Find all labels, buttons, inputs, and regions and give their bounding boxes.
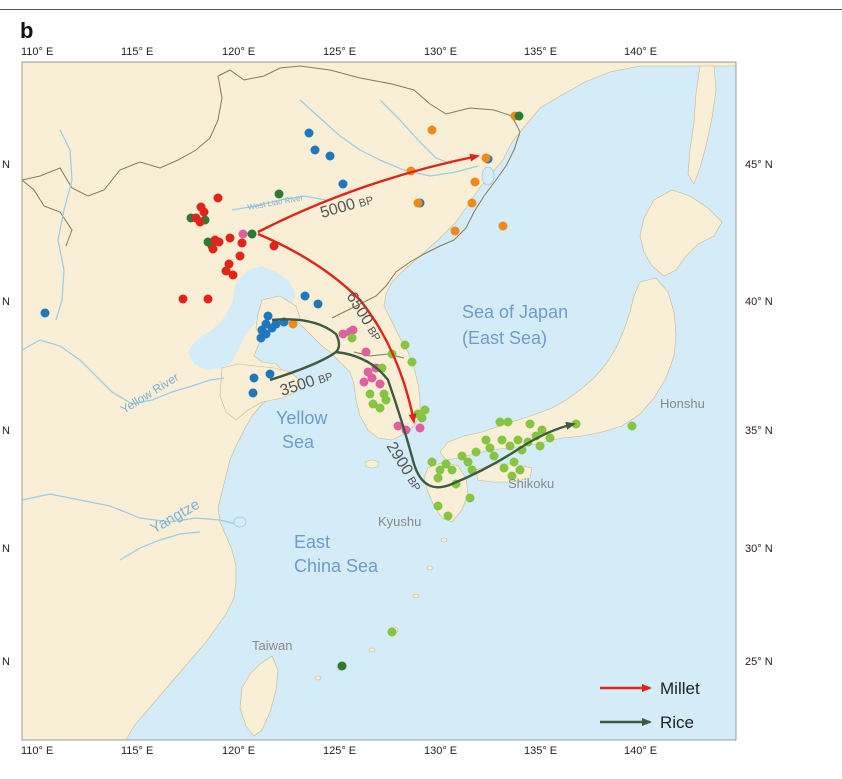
taiwan-island [239,655,279,737]
lat-tick-right-40: 40° N [745,296,773,308]
lon-tick-top-135: 135° E [524,46,558,58]
millet-route-south [257,232,417,424]
lon-tick-top-140: 140° E [624,46,658,58]
lon-tick-bottom-115: 115° E [121,745,154,757]
lon-tick-bottom-120: 120° E [222,745,256,757]
label-shikoku: Shikoku [508,476,554,491]
border-russia-china [299,65,521,241]
sakhalin [687,65,717,185]
shandong-peninsula [219,363,301,421]
lon-tick-top-110: 110° E [21,46,54,58]
map-frame [21,61,737,741]
lat-tick-left-40: N [2,296,10,308]
lake-khanka [481,166,495,186]
lat-tick-left-45: N [2,159,10,171]
hokkaido [639,189,723,277]
sites-blue [40,128,493,398]
rice-route-main [335,350,576,489]
lon-tick-bottom-110: 110° E [21,745,54,757]
legend-millet-label: Millet [660,679,700,698]
lat-tick-right-30: 30° N [745,543,773,555]
legend-rice-label: Rice [660,713,694,732]
millet-route-north [257,153,480,234]
lon-tick-bottom-125: 125° E [323,745,357,757]
lat-tick-right-25: 25° N [745,656,773,668]
lon-tick-top-130: 130° E [424,46,458,58]
lat-tick-right-45: 45° N [745,159,773,171]
mainland-asia [22,62,736,740]
label-honshu: Honshu [660,396,705,411]
label-east-china-sea-2: China Sea [294,556,379,576]
lat-tick-left-25: N [2,656,10,668]
lon-tick-bottom-135: 135° E [524,745,558,757]
label-east-china-sea-1: East [294,532,330,552]
panel-label: b [20,18,34,43]
jeju-island [364,459,380,469]
label-sea-of-japan-2: (East Sea) [462,328,547,348]
lake-taihu [233,516,247,528]
border-korea-china [331,239,455,319]
label-yellow-sea-1: Yellow [276,408,328,428]
bohai-sea [188,266,296,370]
label-kyushu: Kyushu [378,514,421,529]
lon-tick-bottom-140: 140° E [624,745,658,757]
label-yellow-sea-2: Sea [282,432,315,452]
rice-route-shandong [269,318,341,382]
rivers [22,99,479,561]
label-sea-of-japan-1: Sea of Japan [462,302,568,322]
sites-red [178,193,279,304]
sites-orange [288,111,520,329]
border-mongolia [22,65,301,197]
lon-tick-bottom-130: 130° E [424,745,458,757]
lon-tick-top-115: 115° E [121,46,154,58]
lon-tick-top-125: 125° E [323,46,357,58]
lat-tick-right-35: 35° N [745,425,773,437]
top-rule [0,9,842,10]
lon-tick-top-120: 120° E [222,46,256,58]
border-mongolia-west [22,179,73,247]
lat-tick-left-30: N [2,543,10,555]
label-taiwan: Taiwan [252,638,292,653]
lat-tick-left-35: N [2,425,10,437]
